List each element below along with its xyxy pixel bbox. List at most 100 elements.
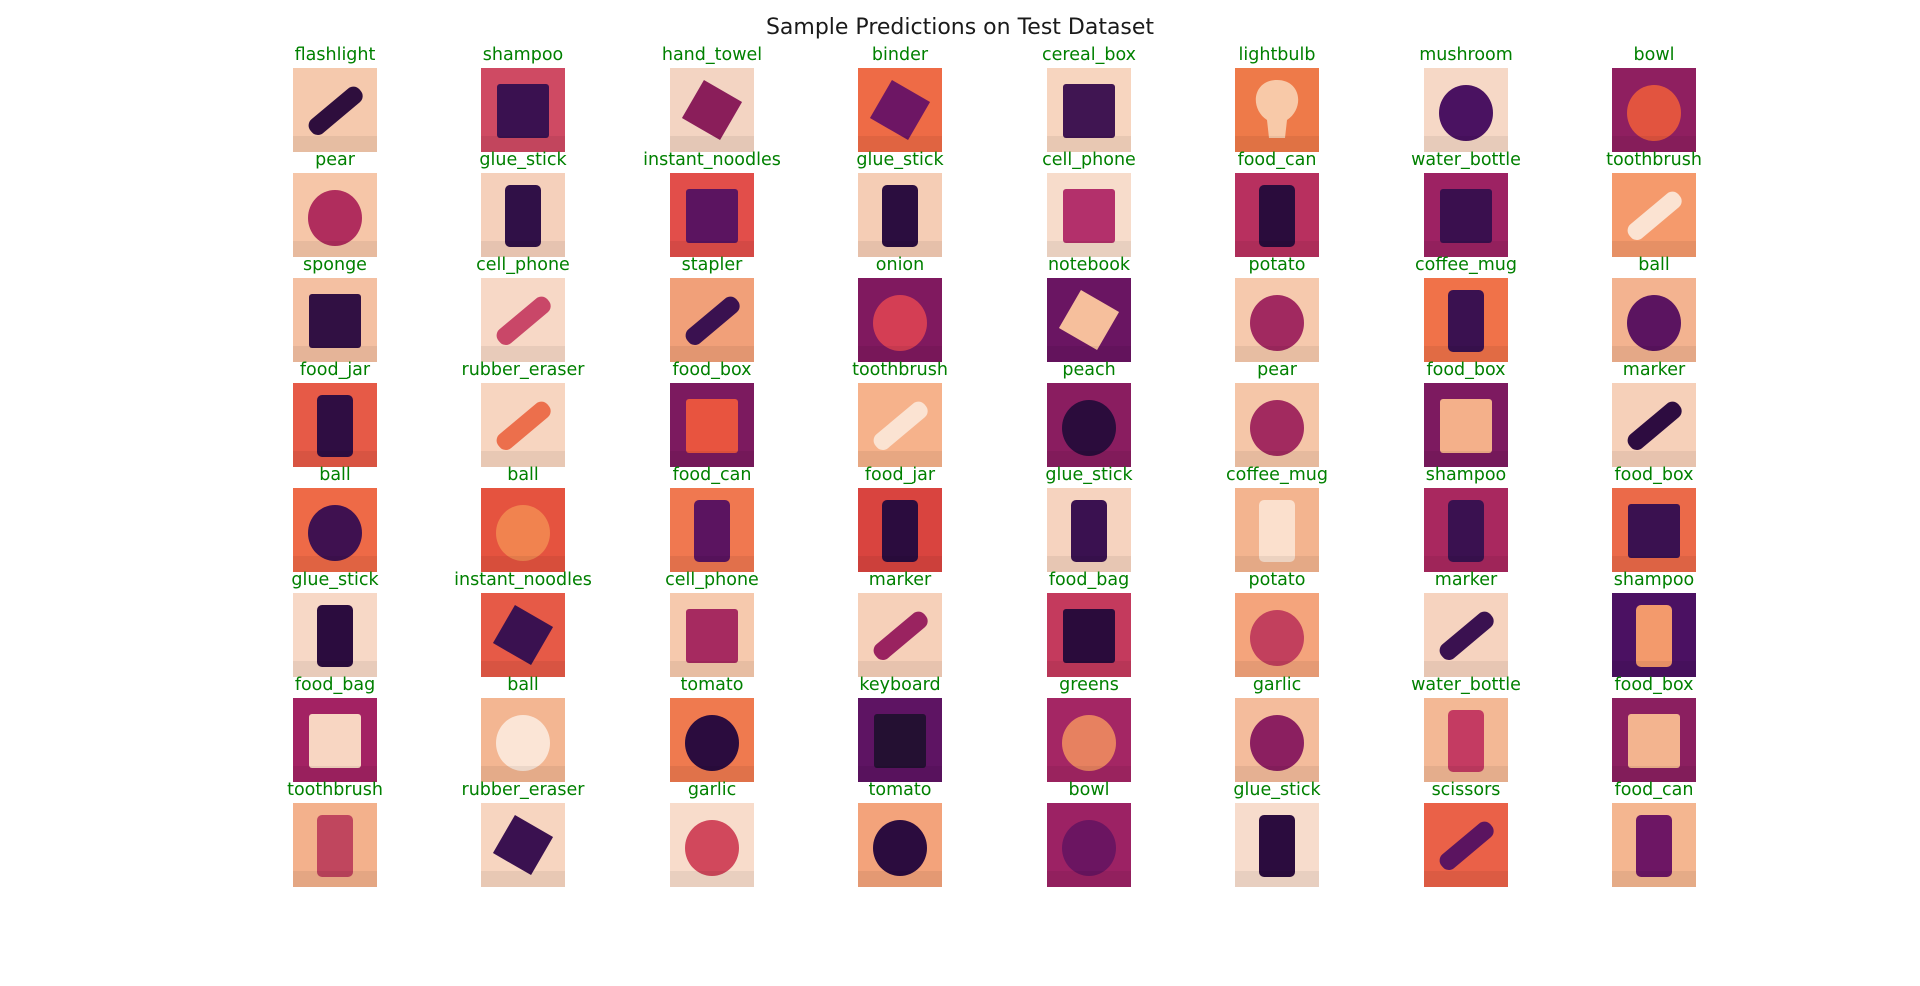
- sample-image: [1047, 593, 1131, 677]
- sample-image-graphic: [1424, 278, 1508, 362]
- prediction-label: food_bag: [1048, 570, 1130, 590]
- sample-image: [293, 278, 377, 362]
- sample-image: [481, 593, 565, 677]
- sample-image-graphic: [1424, 803, 1508, 887]
- sample-image: [481, 383, 565, 467]
- prediction-label: peach: [1062, 360, 1116, 380]
- sample-image: [858, 383, 942, 467]
- sample-image: [293, 698, 377, 782]
- sample-image: [1424, 698, 1508, 782]
- prediction-label: ball: [319, 465, 351, 485]
- prediction-label: cell_phone: [476, 255, 570, 275]
- prediction-label: garlic: [1252, 675, 1302, 695]
- prediction-label: cell_phone: [1042, 150, 1136, 170]
- sample-image-graphic: [1235, 488, 1319, 572]
- sample-image-graphic: [293, 383, 377, 467]
- sample-image-graphic: [1235, 173, 1319, 257]
- sample-image: [481, 173, 565, 257]
- sample-image-graphic: [1235, 383, 1319, 467]
- prediction-label: hand_towel: [661, 45, 763, 65]
- prediction-label: pear: [315, 150, 355, 170]
- sample-image-graphic: [670, 173, 754, 257]
- sample-image: [1612, 278, 1696, 362]
- sample-image-graphic: [858, 593, 942, 677]
- prediction-label: stapler: [681, 255, 743, 275]
- sample-image: [1424, 488, 1508, 572]
- sample-image: [1612, 698, 1696, 782]
- sample-image-graphic: [670, 68, 754, 152]
- sample-image: [1424, 173, 1508, 257]
- sample-image-graphic: [670, 383, 754, 467]
- sample-image: [481, 68, 565, 152]
- sample-image: [1424, 68, 1508, 152]
- sample-image: [1612, 173, 1696, 257]
- prediction-label: cereal_box: [1042, 45, 1136, 65]
- sample-image: [1424, 803, 1508, 887]
- prediction-label: food_bag: [294, 675, 376, 695]
- sample-image: [1612, 593, 1696, 677]
- sample-image-graphic: [1047, 68, 1131, 152]
- prediction-label: instant_noodles: [454, 570, 592, 590]
- sample-image: [1235, 593, 1319, 677]
- sample-image-graphic: [1424, 698, 1508, 782]
- sample-image-graphic: [293, 593, 377, 677]
- sample-image: [1424, 278, 1508, 362]
- sample-image-graphic: [1424, 383, 1508, 467]
- sample-image-graphic: [1424, 593, 1508, 677]
- prediction-label: bowl: [1633, 45, 1675, 65]
- sample-image: [1235, 803, 1319, 887]
- sample-image: [293, 803, 377, 887]
- sample-image-graphic: [1612, 383, 1696, 467]
- sample-image-graphic: [481, 278, 565, 362]
- prediction-label: instant_noodles: [643, 150, 781, 170]
- prediction-label: scissors: [1431, 780, 1501, 800]
- prediction-label: food_box: [672, 360, 752, 380]
- sample-image-graphic: [481, 173, 565, 257]
- prediction-label: greens: [1059, 675, 1119, 695]
- prediction-label: mushroom: [1419, 45, 1513, 65]
- sample-image-graphic: [1047, 383, 1131, 467]
- sample-image: [670, 488, 754, 572]
- sample-image: [858, 278, 942, 362]
- prediction-label: sponge: [303, 255, 367, 275]
- sample-image-graphic: [1424, 68, 1508, 152]
- sample-image: [858, 173, 942, 257]
- sample-image-graphic: [1424, 488, 1508, 572]
- sample-image: [858, 803, 942, 887]
- prediction-label: marker: [868, 570, 932, 590]
- prediction-label: water_bottle: [1411, 675, 1521, 695]
- sample-image: [858, 68, 942, 152]
- sample-image: [1612, 383, 1696, 467]
- sample-image: [1235, 383, 1319, 467]
- prediction-label: coffee_mug: [1415, 255, 1517, 275]
- sample-image-graphic: [1424, 173, 1508, 257]
- sample-image-graphic: [1047, 488, 1131, 572]
- sample-image-graphic: [481, 488, 565, 572]
- prediction-label: tomato: [868, 780, 932, 800]
- prediction-label: marker: [1622, 360, 1686, 380]
- prediction-label: glue_stick: [1045, 465, 1133, 485]
- sample-image: [670, 278, 754, 362]
- sample-image-graphic: [858, 173, 942, 257]
- sample-image-graphic: [1612, 68, 1696, 152]
- sample-image: [1235, 173, 1319, 257]
- sample-image-graphic: [481, 698, 565, 782]
- sample-image-graphic: [293, 698, 377, 782]
- sample-image-graphic: [1047, 698, 1131, 782]
- sample-image-graphic: [670, 278, 754, 362]
- sample-image: [1047, 68, 1131, 152]
- prediction-label: glue_stick: [479, 150, 567, 170]
- prediction-label: notebook: [1047, 255, 1131, 275]
- prediction-label: lightbulb: [1238, 45, 1316, 65]
- prediction-label: potato: [1248, 255, 1306, 275]
- sample-image-graphic: [1047, 173, 1131, 257]
- prediction-label: toothbrush: [852, 360, 948, 380]
- sample-image-graphic: [1047, 278, 1131, 362]
- sample-image-graphic: [293, 173, 377, 257]
- sample-image-graphic: [1235, 803, 1319, 887]
- prediction-label: toothbrush: [1606, 150, 1702, 170]
- sample-image-graphic: [670, 698, 754, 782]
- sample-image-graphic: [481, 803, 565, 887]
- sample-image-graphic: [1235, 593, 1319, 677]
- prediction-label: ball: [507, 675, 539, 695]
